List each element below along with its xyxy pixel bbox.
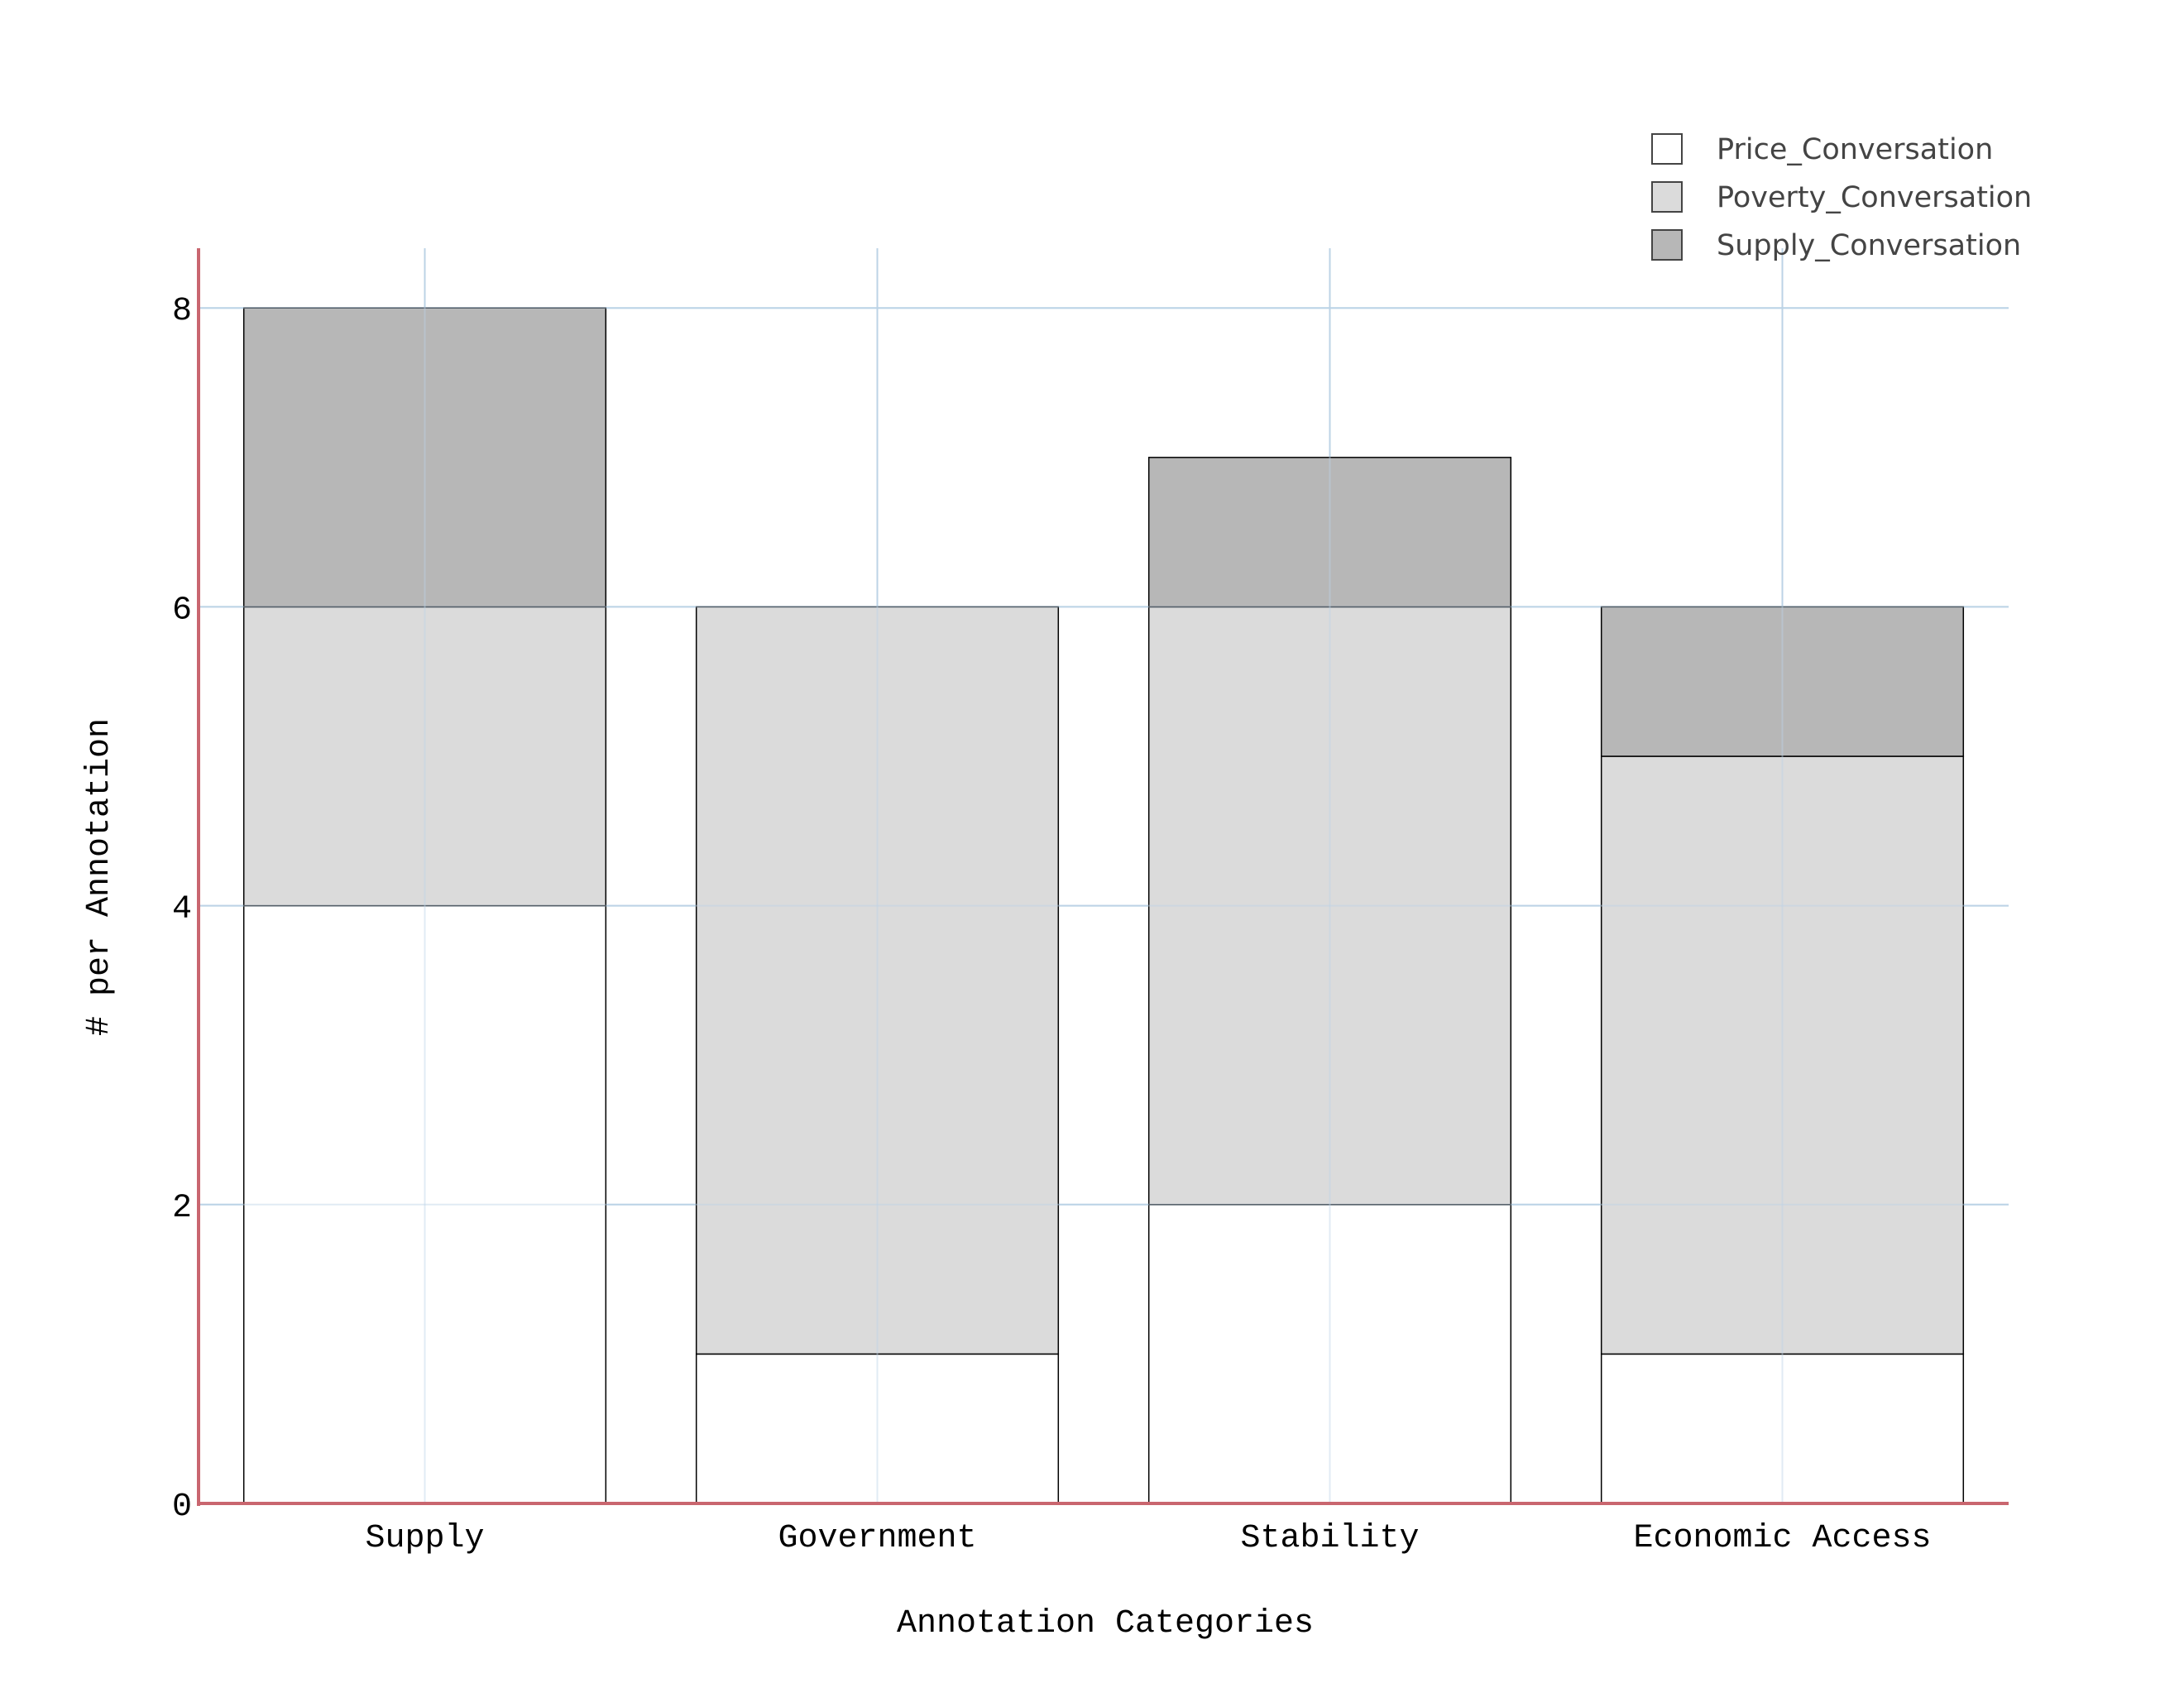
tick-labels: 0 2 4 6 8 Supply Government Stability Economic A…	[172, 293, 1932, 1557]
x-tick-label: Supply	[365, 1520, 484, 1557]
legend-label: Supply_Conversation	[1717, 229, 2021, 262]
y-axis-title: # per Annotation	[81, 718, 118, 1036]
legend: Price_Conversation Poverty_Conversation Su…	[1651, 133, 2032, 262]
legend-label: Price_Conversation	[1717, 133, 1993, 166]
y-tick-label: 2	[172, 1190, 192, 1227]
legend-swatch	[1651, 133, 1683, 165]
y-tick-label: 8	[172, 293, 192, 330]
bar-segment	[1147, 1204, 1512, 1504]
axis-layer	[197, 248, 2009, 1506]
bar-segment	[695, 1353, 1060, 1504]
legend-swatch	[1651, 181, 1683, 213]
legend-swatch	[1651, 229, 1683, 261]
bar-layer	[242, 307, 1965, 1504]
x-axis-title: Annotation Categories	[897, 1605, 1314, 1642]
bar-segment	[1600, 606, 1965, 757]
x-tick-label: Economic Access	[1633, 1520, 1931, 1557]
vertical-grid-overlay	[199, 248, 2009, 1503]
bar-segment	[695, 606, 1060, 1355]
bar-segment	[242, 307, 607, 608]
y-tick-label: 6	[172, 592, 192, 629]
bar-segment	[242, 904, 607, 1504]
bar-segment	[1147, 457, 1512, 608]
bar-segment	[1600, 755, 1965, 1355]
bar-segment	[242, 606, 607, 907]
y-tick-label: 0	[172, 1489, 192, 1526]
x-tick-label: Government	[778, 1520, 976, 1557]
x-tick-label: Stability	[1240, 1520, 1419, 1557]
legend-label: Poverty_Conversation	[1717, 181, 2032, 214]
y-tick-label: 4	[172, 891, 192, 928]
